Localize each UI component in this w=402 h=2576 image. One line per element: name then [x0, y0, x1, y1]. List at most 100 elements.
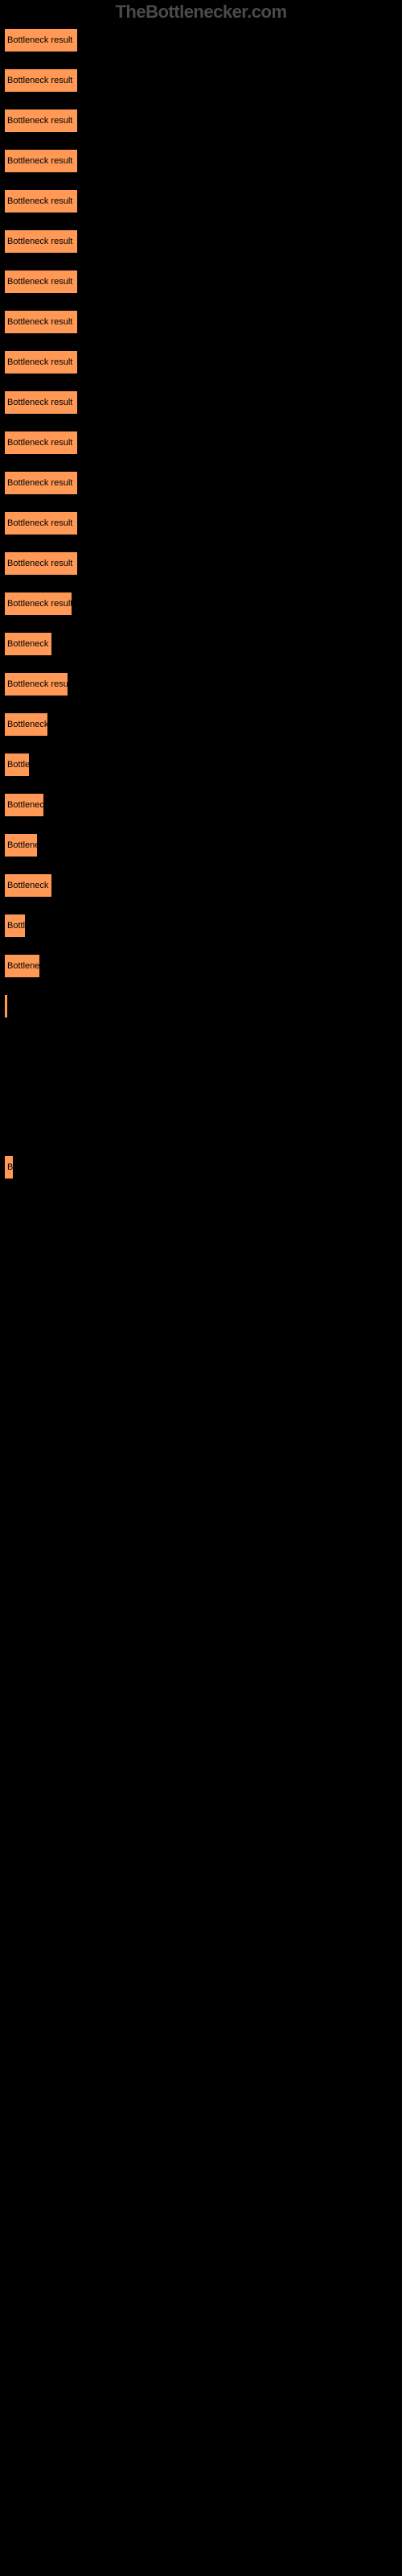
bar-row-empty [4, 2113, 402, 2153]
bar-row: Bottleneck result [4, 503, 402, 543]
chart-bar: Bottleneck result [4, 310, 78, 334]
bar-row: Bottleneck result [4, 262, 402, 302]
bar-row-empty [4, 1751, 402, 1791]
bar-row: Bottleneck result [4, 60, 402, 101]
bar-label: Bottleneck result [7, 116, 72, 126]
bar-label: Bottleneck result [7, 438, 72, 448]
chart-bar: Bottleneck result [4, 229, 78, 254]
bar-row: Bottleneck result [4, 745, 402, 785]
bar-label: Bottleneck result [7, 559, 72, 568]
bar-row: Bottleneck result [4, 543, 402, 584]
bar-row-empty [4, 2073, 402, 2113]
bar-row-empty [4, 2355, 402, 2395]
bar-label: Bottleneck result [7, 599, 72, 609]
bar-row [4, 1026, 402, 1067]
bar-row-empty [4, 2435, 402, 2475]
bar-row: Bottleneck result [4, 221, 402, 262]
chart-bar: Bottleneck result [4, 149, 78, 173]
bar-label: Bottleneck result [7, 237, 72, 246]
bar-row-empty [4, 1630, 402, 1670]
bar-row-empty [4, 2153, 402, 2194]
chart-bar: Bottleneck result [4, 431, 78, 455]
bar-label: Bottleneck result [7, 961, 40, 971]
bar-label: Bottleneck result [7, 760, 30, 770]
bar-row: Bottleneck result [4, 101, 402, 141]
bar-row: Bottleneck result [4, 141, 402, 181]
bar-label: Bottleneck result [7, 921, 26, 931]
bar-row-empty [4, 1831, 402, 1872]
bar-row: Bottleneck result [4, 423, 402, 463]
bar-row-empty [4, 1711, 402, 1751]
bar-row: Bottleneck result [4, 865, 402, 906]
chart-bar: Bottleneck result [4, 753, 30, 777]
bar-row-empty [4, 2274, 402, 2314]
bar-row: Bottleneck result [4, 181, 402, 221]
bar-row-empty [4, 2475, 402, 2516]
chart-bar: Bottleneck result [4, 390, 78, 415]
chart-bar: Bottleneck result [4, 914, 26, 938]
chart-bar: Bottleneck result [4, 189, 78, 213]
chart-bar: Bottleneck result [4, 592, 72, 616]
bar-label: Bottleneck result [7, 196, 72, 206]
chart-bar: Bottleneck result [4, 873, 52, 898]
bar-row: Bottleneck result [4, 986, 402, 1026]
chart-container: Bottleneck result Bottleneck result Bottle… [0, 0, 402, 2556]
chart-bar: Bottleneck result [4, 833, 38, 857]
bar-row: Bottleneck result [4, 584, 402, 624]
bar-row-empty [4, 2234, 402, 2274]
bar-row-empty [4, 1952, 402, 1992]
bar-row [4, 1187, 402, 1228]
bar-row: Bottleneck result [4, 704, 402, 745]
bar-row-empty [4, 2395, 402, 2435]
bar-label: Bottleneck result [7, 639, 52, 649]
bar-row-empty [4, 1872, 402, 1912]
bar-row: Bottleneck result [4, 906, 402, 946]
bar-row-empty [4, 1389, 402, 1429]
bar-row-empty [4, 2194, 402, 2234]
chart-bar: Bottleneck result [4, 511, 78, 535]
bar-row: Bottleneck result [4, 20, 402, 60]
bar-row: Bottleneck result [4, 785, 402, 825]
bar-row: Bottleneck result [4, 664, 402, 704]
chart-bar: Bottleneck result [4, 109, 78, 133]
bar-row-empty [4, 1550, 402, 1590]
chart-bar: Bottleneck result [4, 632, 52, 656]
bar-row: Bottleneck result [4, 624, 402, 664]
bar-row-empty [4, 1348, 402, 1389]
bar-label: Bottleneck result [7, 317, 72, 327]
bar-row-empty [4, 1912, 402, 1952]
bar-label: Bottleneck result [7, 156, 72, 166]
bar-label: Bottleneck result [7, 398, 72, 407]
chart-bar: Bottleneck result [4, 954, 40, 978]
chart-bar: Bottleneck result [4, 28, 78, 52]
bar-row: Bottleneck result [4, 825, 402, 865]
bar-row-empty [4, 1469, 402, 1509]
bar-label: Bottleneck result [7, 1001, 8, 1011]
chart-bar: Bottleneck result [4, 994, 8, 1018]
bar-row [4, 1107, 402, 1147]
bar-label: Bottleneck result [7, 881, 52, 890]
bar-label: Bottleneck result [7, 76, 72, 85]
chart-bar: Bottleneck result [4, 350, 78, 374]
bar-row-empty [4, 2516, 402, 2556]
bar-label: Bottleneck result [7, 357, 72, 367]
chart-bar: Bottleneck result [4, 712, 48, 737]
chart-bar: Bottleneck result [4, 793, 44, 817]
bar-row: Bottleneck result [4, 342, 402, 382]
bar-row-empty [4, 2033, 402, 2073]
bar-row: Bottleneck result [4, 1147, 402, 1187]
bar-row [4, 1067, 402, 1107]
chart-bar: Bottleneck result [4, 68, 78, 93]
bar-row: Bottleneck result [4, 946, 402, 986]
bar-row-empty [4, 1228, 402, 1268]
bar-label: Bottleneck result [7, 800, 44, 810]
chart-bar: Bottleneck result [4, 1155, 14, 1179]
bar-label: Bottleneck result [7, 720, 48, 729]
bar-label: Bottleneck result [7, 840, 38, 850]
chart-bar: Bottleneck result [4, 270, 78, 294]
bar-label: Bottleneck result [7, 1162, 14, 1172]
bar-row-empty [4, 1992, 402, 2033]
bar-row-empty [4, 1590, 402, 1630]
bar-row: Bottleneck result [4, 463, 402, 503]
bar-row-empty [4, 1308, 402, 1348]
